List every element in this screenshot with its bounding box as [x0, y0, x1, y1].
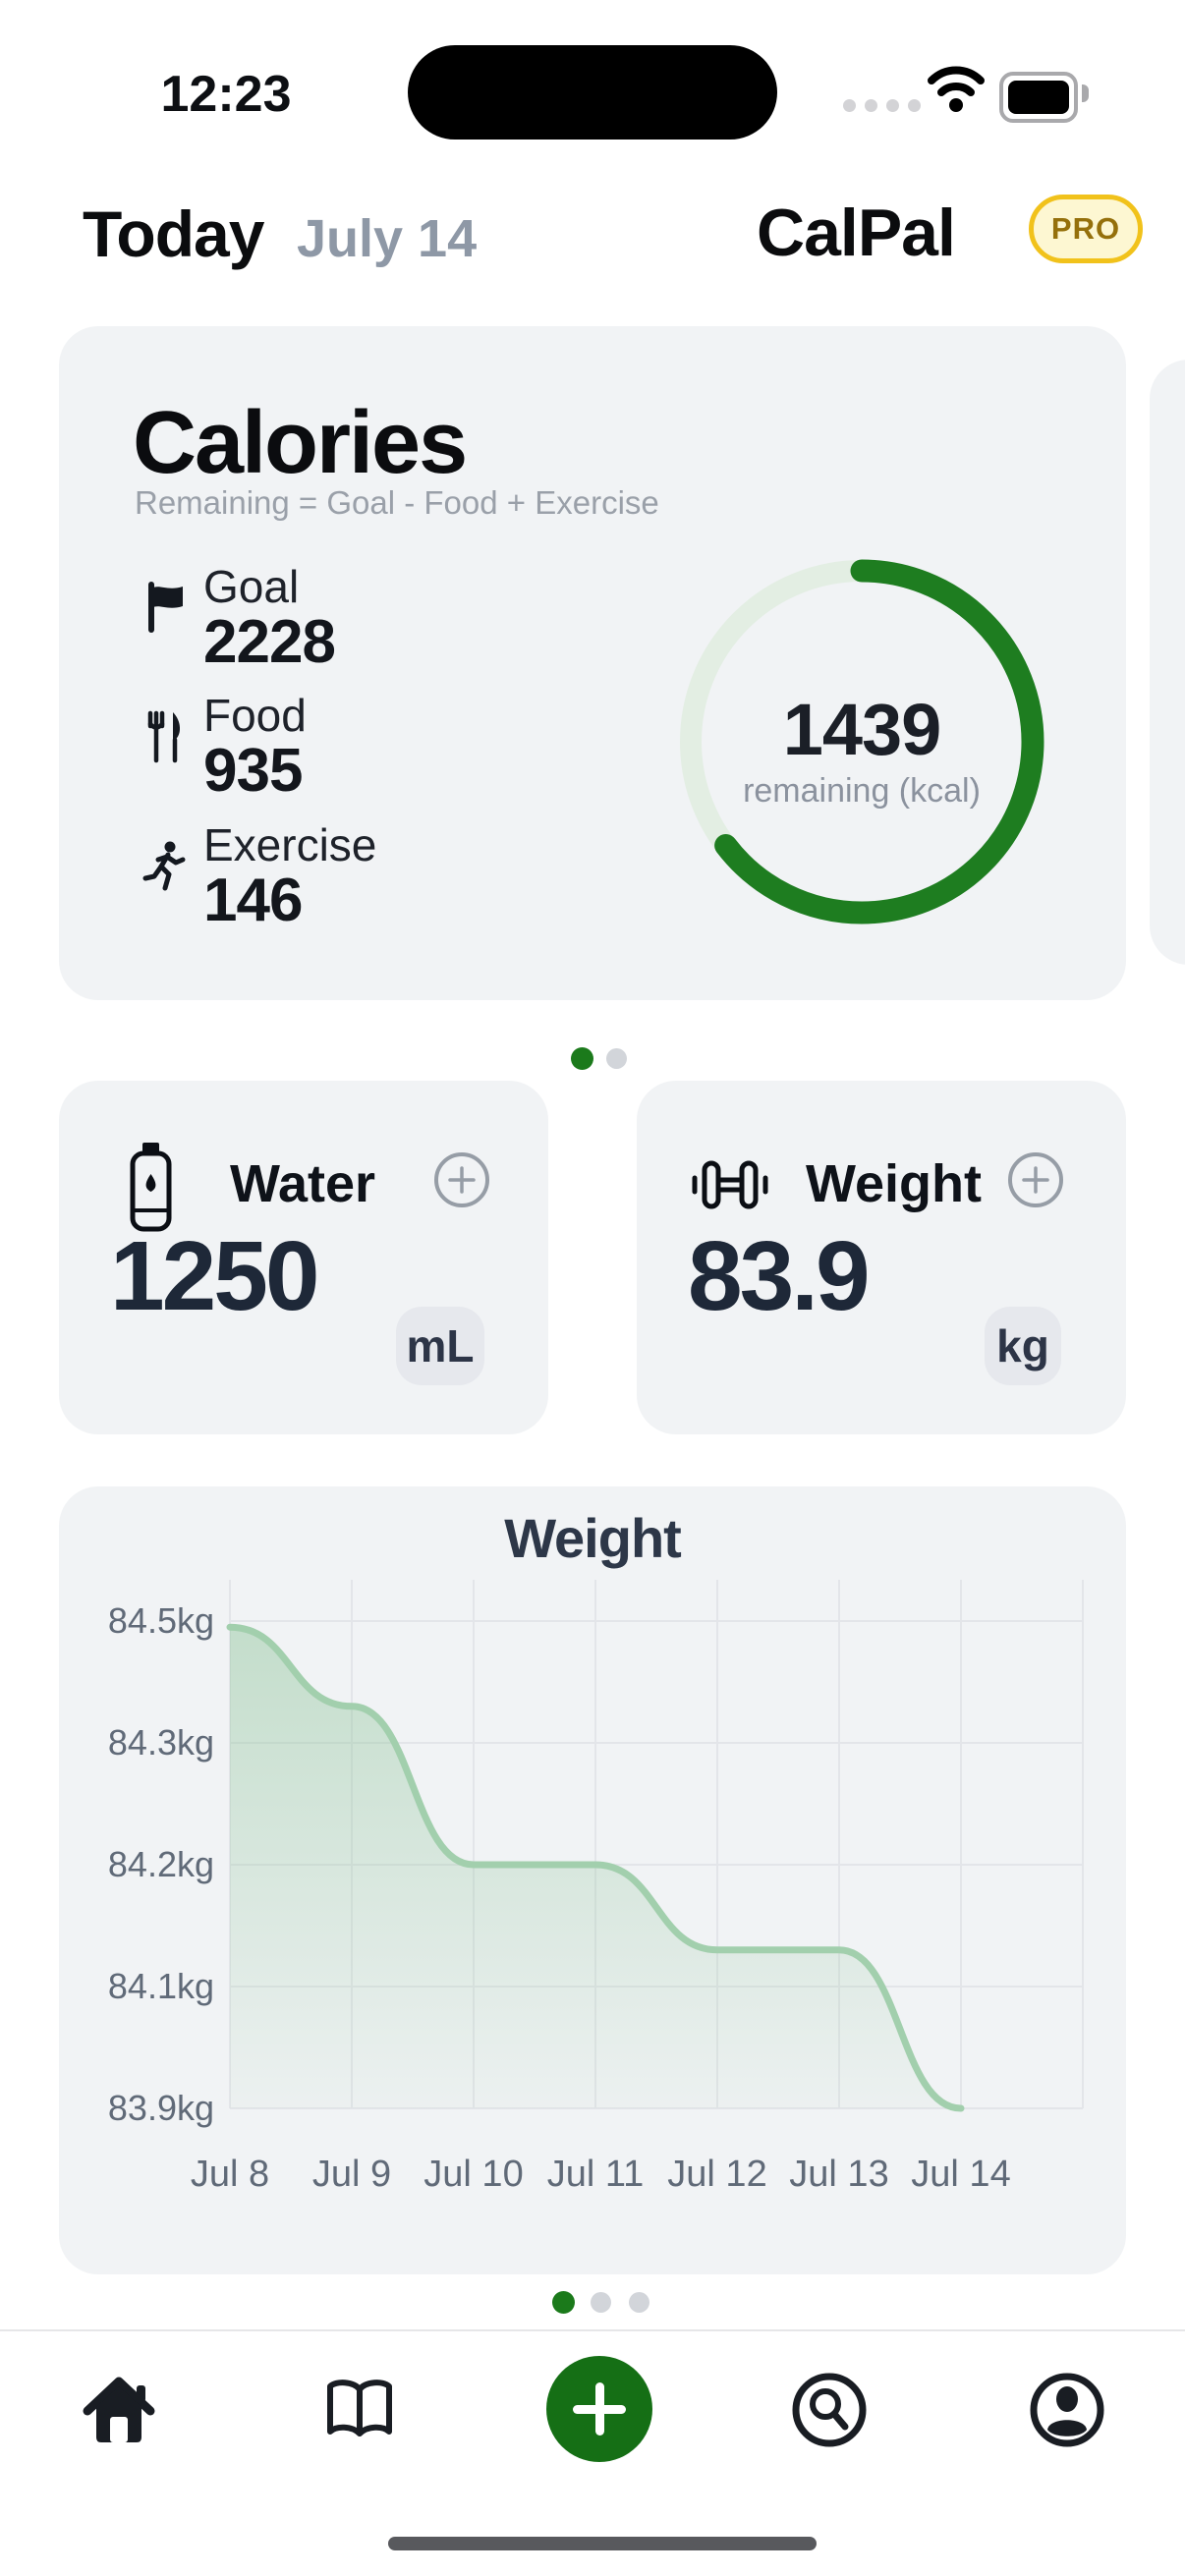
dynamic-island	[408, 45, 777, 140]
water-title: Water	[230, 1154, 376, 1213]
app-name: CalPal	[757, 196, 956, 270]
flag-icon	[148, 582, 183, 633]
water-unit-badge: mL	[396, 1307, 484, 1385]
utensils-icon	[147, 710, 181, 763]
home-indicator-handle[interactable]	[388, 2537, 817, 2550]
x-axis-labels: Jul 8 Jul 9 Jul 10 Jul 11 Jul 12 Jul 13 …	[191, 2154, 1011, 2195]
water-card[interactable]: Water 1250 mL	[59, 1081, 548, 1434]
dumbbell-icon	[692, 1160, 768, 1209]
nav-profile-button[interactable]	[1013, 2356, 1121, 2464]
water-value: 1250	[110, 1221, 319, 1331]
x-tick: Jul 11	[547, 2154, 645, 2195]
weight-line	[226, 1623, 965, 2112]
food-label: Food	[203, 690, 307, 741]
add-icon	[573, 2382, 626, 2436]
add-weight-button[interactable]	[1008, 1152, 1063, 1207]
page-title: Today	[83, 197, 264, 270]
book-icon	[327, 2380, 392, 2436]
y-axis-labels: 84.5kg 84.3kg 84.2kg 84.1kg 83.9kg	[108, 1600, 214, 2128]
food-value: 935	[203, 737, 303, 805]
weight-unit-badge: kg	[985, 1307, 1061, 1385]
pro-badge[interactable]: PRO	[1029, 195, 1143, 263]
exercise-stat-row: Exercise 146	[133, 814, 545, 934]
nav-separator	[0, 2329, 1185, 2331]
y-tick: 84.5kg	[108, 1600, 214, 1641]
profile-icon	[1030, 2373, 1104, 2447]
cellular-signal-icon	[908, 99, 921, 112]
add-water-button[interactable]	[434, 1152, 489, 1207]
plus-icon	[448, 1166, 476, 1194]
home-icon	[83, 2377, 155, 2442]
x-tick: Jul 9	[312, 2154, 391, 2195]
goal-stat-row: Goal 2228	[133, 556, 545, 676]
search-icon	[792, 2373, 867, 2447]
battery-icon	[999, 72, 1078, 123]
weight-chart: 84.5kg 84.3kg 84.2kg 84.1kg 83.9kg Jul 8…	[108, 1580, 1084, 2195]
cellular-signal-icon	[886, 99, 899, 112]
x-tick: Jul 8	[191, 2154, 269, 2195]
x-tick: Jul 12	[667, 2154, 766, 2195]
cellular-signal-icon	[865, 99, 877, 112]
y-tick: 84.3kg	[108, 1722, 214, 1763]
carousel-dot	[591, 2292, 611, 2313]
wifi-icon	[928, 66, 985, 112]
carousel-dot	[629, 2292, 649, 2313]
weight-title: Weight	[806, 1154, 982, 1213]
x-tick: Jul 10	[423, 2154, 523, 2195]
x-tick: Jul 13	[789, 2154, 888, 2195]
carousel-dot-active	[552, 2291, 575, 2314]
exercise-value: 146	[203, 867, 303, 934]
y-tick: 83.9kg	[108, 2088, 214, 2128]
status-time: 12:23	[160, 66, 292, 123]
nav-add-button[interactable]	[546, 2356, 652, 2462]
water-bottle-icon	[130, 1143, 172, 1232]
x-tick: Jul 14	[911, 2154, 1010, 2195]
weight-value: 83.9	[688, 1221, 871, 1331]
carousel-dot-active	[571, 1047, 593, 1070]
nav-diary-button[interactable]	[306, 2356, 414, 2464]
calories-title: Calories	[133, 394, 468, 492]
calories-remaining-caption: remaining (kcal)	[743, 772, 981, 810]
calories-remaining-value: 1439	[782, 689, 942, 770]
y-tick: 84.2kg	[108, 1844, 214, 1884]
runner-icon	[142, 841, 186, 891]
nav-search-button[interactable]	[775, 2356, 883, 2464]
plus-icon	[1022, 1166, 1049, 1194]
food-stat-row: Food 935	[133, 685, 545, 805]
exercise-label: Exercise	[203, 819, 377, 870]
goal-label: Goal	[203, 561, 300, 612]
weight-chart-title: Weight	[504, 1507, 682, 1569]
nav-home-button[interactable]	[65, 2356, 173, 2464]
goal-value: 2228	[203, 608, 336, 676]
y-tick: 84.1kg	[108, 1966, 214, 2006]
battery-nub	[1082, 84, 1089, 102]
header-date[interactable]: July 14	[297, 209, 478, 268]
cellular-signal-icon	[843, 99, 856, 112]
calories-ring	[679, 559, 1044, 924]
calories-formula: Remaining = Goal - Food + Exercise	[135, 484, 659, 521]
carousel-next-card-peek[interactable]	[1150, 360, 1185, 965]
battery-level	[1008, 81, 1069, 114]
weight-card[interactable]: Weight 83.9 kg	[637, 1081, 1126, 1434]
calories-ring-progress	[679, 559, 1044, 924]
carousel-dot	[606, 1048, 627, 1069]
